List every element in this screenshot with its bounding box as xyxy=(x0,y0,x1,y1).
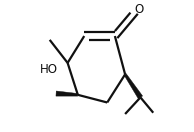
Text: O: O xyxy=(135,3,144,16)
Text: HO: HO xyxy=(40,63,57,76)
Polygon shape xyxy=(56,91,78,96)
Polygon shape xyxy=(124,74,143,99)
